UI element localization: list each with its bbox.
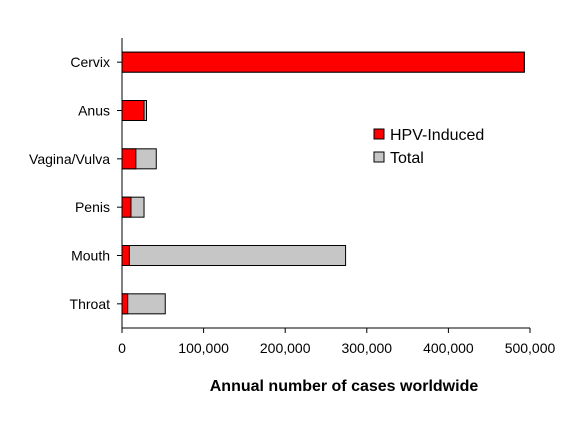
bar-hpv-induced-vagina-vulva bbox=[121, 148, 137, 170]
labels-layer: Cervix Anus Vagina/Vulva Penis Mouth Throat 0 1… bbox=[29, 54, 555, 356]
x-tick-label-100000: 100,000 bbox=[178, 340, 229, 356]
x-tick-label-0: 0 bbox=[118, 340, 126, 356]
legend-swatch-total bbox=[373, 151, 385, 163]
category-label-penis: Penis bbox=[75, 199, 110, 215]
category-label-cervix: Cervix bbox=[70, 54, 110, 70]
bar-hpv-induced-cervix bbox=[121, 51, 525, 73]
legend-swatch-hpv-induced bbox=[373, 128, 385, 140]
legend-label-hpv-induced: HPV-Induced bbox=[390, 127, 484, 144]
x-tick-label-300000: 300,000 bbox=[341, 340, 392, 356]
bar-total-throat bbox=[121, 293, 166, 315]
legend-box bbox=[364, 120, 506, 172]
legend-label-total: Total bbox=[390, 150, 424, 167]
category-label-anus: Anus bbox=[78, 103, 110, 119]
bar-total-mouth bbox=[121, 245, 347, 266]
axes-layer bbox=[117, 38, 531, 333]
x-tick-label-200000: 200,000 bbox=[260, 340, 311, 356]
x-tick-label-400000: 400,000 bbox=[423, 340, 474, 356]
bar-hpv-induced-anus bbox=[121, 100, 145, 121]
bar-hpv-induced-throat bbox=[121, 293, 129, 315]
category-label-mouth: Mouth bbox=[71, 248, 110, 264]
bar-hpv-induced-penis bbox=[121, 196, 132, 218]
category-label-vagina-vulva: Vagina/Vulva bbox=[29, 151, 110, 167]
bar-hpv-induced-mouth bbox=[121, 245, 130, 266]
x-tick-label-500000: 500,000 bbox=[505, 340, 556, 356]
x-axis-title: Annual number of cases worldwide bbox=[210, 378, 479, 395]
category-label-throat: Throat bbox=[70, 296, 111, 312]
legend: HPV-Induced Total bbox=[364, 120, 506, 172]
bars-layer bbox=[121, 51, 525, 315]
